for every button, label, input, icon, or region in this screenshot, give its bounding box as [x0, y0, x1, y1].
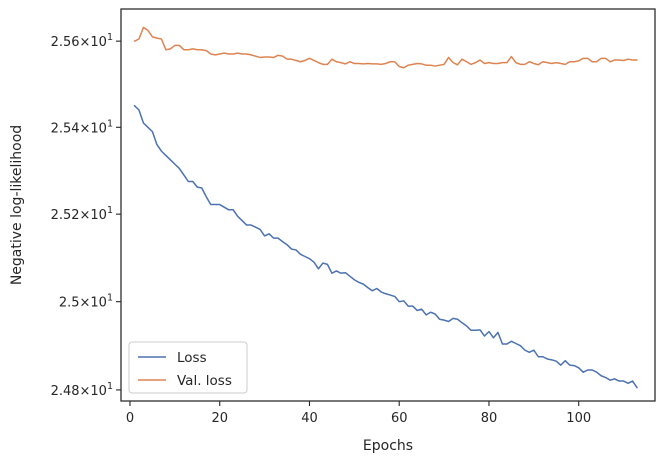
y-tick-label: 2.5×101	[59, 293, 113, 311]
y-tick-label: 2.52×101	[51, 205, 113, 223]
plot-area	[133, 26, 638, 389]
x-tick-label: 80	[481, 411, 498, 426]
legend: Loss Val. loss	[128, 341, 248, 394]
x-tick-label: 100	[566, 411, 591, 426]
x-tick-label: 20	[211, 411, 228, 426]
series-line-val-loss	[133, 26, 638, 69]
axis-ticks: 0 20 40 60 80 100 2.48×101 2.5×101 2.52×101 2.54×…	[51, 32, 592, 426]
x-tick-label: 40	[301, 411, 318, 426]
series-line-loss	[133, 104, 638, 389]
axes-frame	[120, 8, 656, 402]
legend-label-loss: Loss	[177, 350, 207, 366]
x-tick-label: 60	[391, 411, 408, 426]
x-axis-label: Epochs	[363, 438, 413, 454]
legend-label-val-loss: Val. loss	[177, 373, 232, 389]
y-tick-label: 2.56×101	[51, 32, 113, 50]
y-tick-label: 2.48×101	[51, 381, 113, 399]
y-axis-label: Negative log-likelihood	[9, 125, 25, 285]
y-tick-label: 2.54×101	[51, 118, 113, 136]
x-tick-label: 0	[126, 411, 134, 426]
